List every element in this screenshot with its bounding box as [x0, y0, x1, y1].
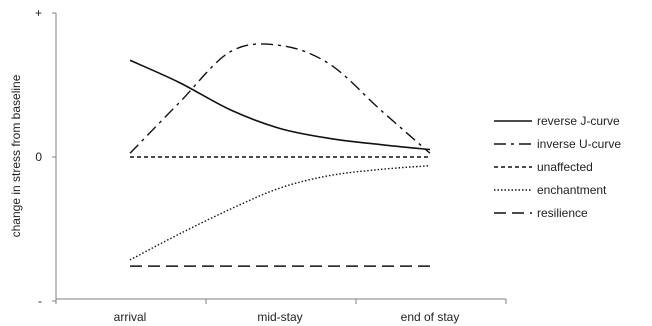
x-tick-label: arrival [114, 310, 147, 324]
chart-legend: reverse J-curve inverse U-curve unaffected… [494, 114, 621, 220]
legend-label: inverse U-curve [537, 137, 621, 151]
legend-label: resilience [537, 206, 588, 220]
x-tick-label: mid-stay [257, 310, 302, 324]
y-tick-label: - [38, 294, 42, 308]
legend-label: enchantment [537, 183, 607, 197]
plot-lines [129, 43, 431, 267]
series-line-enchantment [129, 164, 431, 261]
series-line-reverse-j-curve [129, 59, 431, 151]
y-axis-title: change in stress from baseline [9, 74, 23, 237]
y-tick-label: + [35, 6, 42, 20]
x-tick-label: end of stay [401, 310, 460, 324]
legend-label: reverse J-curve [537, 114, 620, 128]
y-tick-label: 0 [35, 150, 42, 164]
series-line-inverse-u-curve [129, 43, 431, 154]
chart-axes: +0 - arrival mid-stay end of stay change in s… [9, 6, 507, 324]
legend-label: unaffected [537, 160, 593, 174]
